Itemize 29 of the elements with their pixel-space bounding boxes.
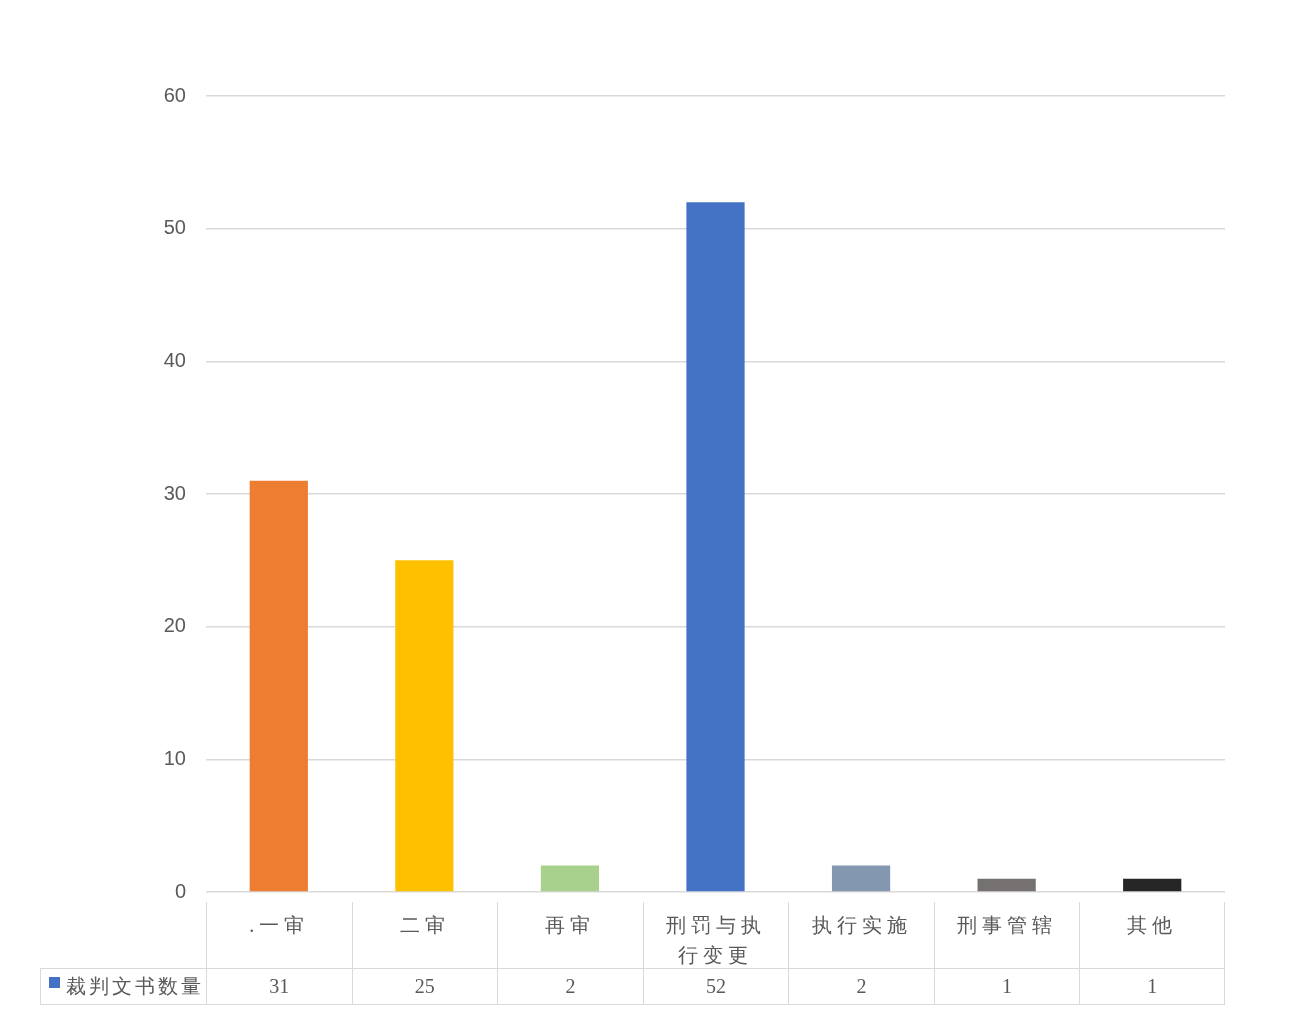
x-tick-label: .一审: [249, 913, 310, 938]
y-tick-label: 0: [174, 879, 186, 902]
x-tick-label: 执行实施: [811, 913, 912, 938]
y-tick-label: 50: [163, 216, 186, 239]
y-tick-label: 60: [163, 83, 186, 106]
y-tick-label: 30: [163, 481, 186, 504]
data-label: 2: [497, 968, 643, 1005]
x-tick-label: 刑事管辖: [957, 913, 1058, 938]
data-label: 52: [642, 968, 789, 1005]
x-tick-label: 二审: [399, 913, 450, 938]
data-label: 25: [351, 968, 498, 1005]
bar: [395, 560, 454, 892]
data-label: 1: [933, 968, 1080, 1005]
y-tick-label: 10: [163, 746, 186, 769]
bar: [831, 865, 891, 892]
bar: [540, 865, 600, 892]
data-label: 1: [1079, 968, 1225, 1005]
x-tick-label: 再审: [545, 913, 596, 938]
bar: [1123, 878, 1182, 892]
x-tick-label: 刑罚与执行变更: [664, 913, 767, 968]
x-tick-label: 其他: [1127, 913, 1178, 938]
legend-label: 裁判文书数量: [66, 974, 204, 999]
bar: [977, 878, 1036, 892]
y-tick-label: 40: [163, 348, 186, 371]
y-tick-label: 20: [163, 614, 186, 637]
bar: [249, 480, 308, 892]
data-label: 31: [206, 968, 352, 1005]
bar: [686, 202, 745, 892]
data-label: 2: [788, 968, 934, 1005]
